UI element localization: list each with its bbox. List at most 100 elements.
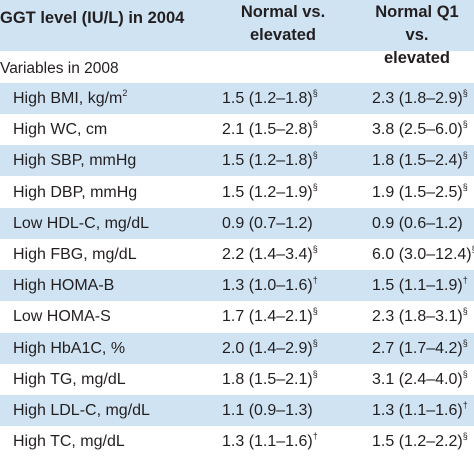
normal-vs-elevated-value: 1.5 (1.2–1.8)§ bbox=[222, 145, 318, 176]
normal-q1-vs-elevated-value-text: 1.8 (1.5–2.4) bbox=[372, 152, 463, 170]
normal-q1-vs-elevated-value-footnote-mark: § bbox=[462, 368, 468, 379]
normal-q1-vs-elevated-value-text: 1.5 (1.1–1.9) bbox=[372, 277, 463, 295]
variable-name-text: High LDL-C, mg/dL bbox=[13, 402, 150, 419]
normal-vs-elevated-value-footnote-mark: § bbox=[312, 306, 318, 317]
variable-name: Low HDL-C, mg/dL bbox=[13, 208, 149, 239]
table-row: High DBP, mmHg 1.5 (1.2–1.9)§ 1.9 (1.5–2.5… bbox=[0, 177, 474, 208]
normal-q1-vs-elevated-value: 2.3 (1.8–3.1)§ bbox=[372, 301, 468, 332]
normal-q1-vs-elevated-value: 2.3 (1.8–2.9)§ bbox=[372, 83, 468, 114]
normal-q1-vs-elevated-value-text: 3.1 (2.4–4.0) bbox=[372, 370, 463, 388]
table-row: High FBG, mg/dL 2.2 (1.4–3.4)§ 6.0 (3.0–12… bbox=[0, 239, 474, 270]
normal-vs-elevated-value-footnote-mark: § bbox=[312, 368, 318, 379]
normal-vs-elevated-value-text: 1.3 (1.1–1.6) bbox=[222, 433, 313, 451]
variable-name-text: High WC, cm bbox=[13, 121, 108, 139]
normal-vs-elevated-value-text: 2.1 (1.5–2.8) bbox=[222, 121, 313, 139]
normal-vs-elevated-value-footnote-mark: § bbox=[312, 150, 318, 161]
normal-vs-elevated-value: 2.1 (1.5–2.8)§ bbox=[222, 114, 318, 145]
normal-q1-vs-elevated-value: 1.8 (1.5–2.4)§ bbox=[372, 145, 468, 176]
variable-name-text: High SBP, mmHg bbox=[13, 152, 137, 170]
normal-vs-elevated-value-text: 2.0 (1.4–2.9) bbox=[222, 339, 313, 357]
header-normal-q1-vs-elevated: Normal Q1 vs. elevated bbox=[352, 1, 474, 70]
normal-vs-elevated-value: 1.1 (0.9–1.3) bbox=[222, 395, 313, 426]
normal-q1-vs-elevated-value: 1.3 (1.1–1.6)† bbox=[372, 395, 468, 426]
table-row: High BMI, kg/m2 1.5 (1.2–1.8)§ 2.3 (1.8–2.… bbox=[0, 83, 474, 114]
variable-name-text: High HbA1C, % bbox=[13, 339, 126, 357]
header-col2-line2: elevated bbox=[249, 26, 317, 44]
variable-name-text: High HOMA-B bbox=[13, 277, 115, 295]
normal-vs-elevated-value-text: 1.1 (0.9–1.3) bbox=[222, 402, 313, 419]
variable-name: High DBP, mmHg bbox=[13, 177, 137, 208]
header-col3-line3: elevated bbox=[383, 49, 451, 67]
variable-name-text: High TC, mg/dL bbox=[13, 433, 125, 451]
normal-vs-elevated-value: 2.2 (1.4–3.4)§ bbox=[222, 239, 318, 270]
normal-q1-vs-elevated-value-text: 2.3 (1.8–3.1) bbox=[372, 308, 463, 326]
variable-name: High TG, mg/dL bbox=[13, 364, 126, 395]
normal-vs-elevated-value-text: 1.5 (1.2–1.8) bbox=[222, 152, 313, 170]
normal-vs-elevated-value-text: 0.9 (0.7–1.2) bbox=[222, 214, 313, 232]
normal-q1-vs-elevated-value-footnote-mark: § bbox=[462, 181, 468, 192]
normal-vs-elevated-value-text: 1.8 (1.5–2.1) bbox=[222, 370, 313, 388]
normal-q1-vs-elevated-value-footnote-mark: § bbox=[462, 119, 468, 130]
normal-vs-elevated-value-footnote-mark: § bbox=[312, 119, 318, 130]
normal-q1-vs-elevated-value: 3.1 (2.4–4.0)§ bbox=[372, 364, 468, 395]
table-row: Low HDL-C, mg/dL 0.9 (0.7–1.2) 0.9 (0.6–1.… bbox=[0, 207, 474, 239]
header-col3-line2: vs. bbox=[405, 26, 429, 44]
normal-vs-elevated-value-text: 1.5 (1.2–1.9) bbox=[222, 183, 313, 201]
normal-vs-elevated-value-footnote-mark: § bbox=[312, 88, 318, 98]
normal-q1-vs-elevated-value-footnote-mark: § bbox=[462, 150, 468, 161]
variable-name-footnote-mark: 2 bbox=[122, 88, 128, 98]
normal-vs-elevated-value: 1.5 (1.2–1.8)§ bbox=[222, 83, 318, 114]
normal-q1-vs-elevated-value-text: 1.5 (1.2–2.2) bbox=[372, 433, 463, 451]
normal-vs-elevated-value: 1.8 (1.5–2.1)§ bbox=[222, 364, 318, 395]
normal-vs-elevated-value: 1.3 (1.1–1.6)† bbox=[222, 426, 318, 457]
table-row: High TC, mg/dL 1.3 (1.1–1.6)† 1.5 (1.2–2.2… bbox=[0, 426, 474, 457]
normal-q1-vs-elevated-value-footnote-mark: § bbox=[462, 431, 468, 442]
header-col3-line1: Normal Q1 bbox=[375, 3, 459, 21]
variable-name-text: High TG, mg/dL bbox=[13, 370, 126, 388]
variable-name: High WC, cm bbox=[13, 114, 107, 145]
normal-q1-vs-elevated-value: 1.9 (1.5–2.5)§ bbox=[372, 177, 468, 208]
variable-name: High TC, mg/dL bbox=[13, 426, 125, 457]
normal-q1-vs-elevated-value: 2.7 (1.7–4.2)§ bbox=[372, 333, 468, 364]
normal-q1-vs-elevated-value: 1.5 (1.1–1.9)† bbox=[372, 270, 468, 301]
table-header: GGT level (IU/L) in 2004 Normal vs. elev… bbox=[0, 0, 474, 67]
normal-q1-vs-elevated-value: 0.9 (0.6–1.2) bbox=[372, 208, 463, 239]
table-row: High HOMA-B 1.3 (1.0–1.6)† 1.5 (1.1–1.9)† bbox=[0, 270, 474, 302]
normal-q1-vs-elevated-value-text: 2.7 (1.7–4.2) bbox=[372, 339, 463, 357]
normal-q1-vs-elevated-value-text: 6.0 (3.0–12.4) bbox=[372, 246, 472, 263]
table-row: High SBP, mmHg 1.5 (1.2–1.8)§ 1.8 (1.5–2.4… bbox=[0, 145, 474, 177]
normal-q1-vs-elevated-value: 1.5 (1.2–2.2)§ bbox=[372, 426, 468, 457]
variable-name: Low HOMA-S bbox=[13, 301, 111, 332]
normal-q1-vs-elevated-value-text: 2.3 (1.8–2.9) bbox=[372, 90, 463, 107]
variable-name-text: High DBP, mmHg bbox=[13, 183, 138, 201]
variable-name-text: Low HOMA-S bbox=[13, 308, 111, 326]
variable-name: High HbA1C, % bbox=[13, 333, 125, 364]
normal-q1-vs-elevated-value-footnote-mark: § bbox=[462, 306, 468, 317]
normal-vs-elevated-value-footnote-mark: § bbox=[312, 181, 318, 192]
normal-vs-elevated-value-text: 1.5 (1.2–1.8) bbox=[222, 90, 313, 107]
normal-q1-vs-elevated-value: 3.8 (2.5–6.0)§ bbox=[372, 114, 468, 145]
variable-name-text: Low HDL-C, mg/dL bbox=[13, 214, 150, 232]
variable-name-text: High FBG, mg/dL bbox=[13, 246, 137, 263]
normal-q1-vs-elevated-value-text: 1.3 (1.1–1.6) bbox=[372, 402, 463, 419]
variable-name: High FBG, mg/dL bbox=[13, 239, 137, 270]
table-row: High LDL-C, mg/dL 1.1 (0.9–1.3) 1.3 (1.1–1… bbox=[0, 395, 474, 426]
table-row: High TG, mg/dL 1.8 (1.5–2.1)§ 3.1 (2.4–4.0… bbox=[0, 364, 474, 395]
normal-vs-elevated-value: 2.0 (1.4–2.9)§ bbox=[222, 333, 318, 364]
normal-q1-vs-elevated-value-text: 3.8 (2.5–6.0) bbox=[372, 121, 463, 139]
normal-vs-elevated-value-footnote-mark: † bbox=[312, 275, 318, 286]
normal-vs-elevated-value-footnote-mark: † bbox=[312, 431, 318, 442]
normal-vs-elevated-value: 1.5 (1.2–1.9)§ bbox=[222, 177, 318, 208]
normal-vs-elevated-value-text: 1.7 (1.4–2.1) bbox=[222, 308, 313, 326]
normal-vs-elevated-value: 0.9 (0.7–1.2) bbox=[222, 208, 313, 239]
table-row: High HbA1C, % 2.0 (1.4–2.9)§ 2.7 (1.7–4.2)… bbox=[0, 332, 474, 364]
header-ggt-level: GGT level (IU/L) in 2004 bbox=[0, 9, 185, 27]
section-label: Variables in 2008 bbox=[0, 60, 119, 77]
header-normal-vs-elevated: Normal vs. elevated bbox=[208, 1, 358, 47]
normal-q1-vs-elevated-value-footnote-mark: † bbox=[462, 400, 468, 410]
normal-vs-elevated-value-text: 1.3 (1.0–1.6) bbox=[222, 277, 313, 295]
normal-vs-elevated-value-footnote-mark: § bbox=[312, 337, 318, 348]
normal-q1-vs-elevated-value-text: 1.9 (1.5–2.5) bbox=[372, 183, 463, 201]
normal-q1-vs-elevated-value-footnote-mark: § bbox=[472, 244, 474, 254]
